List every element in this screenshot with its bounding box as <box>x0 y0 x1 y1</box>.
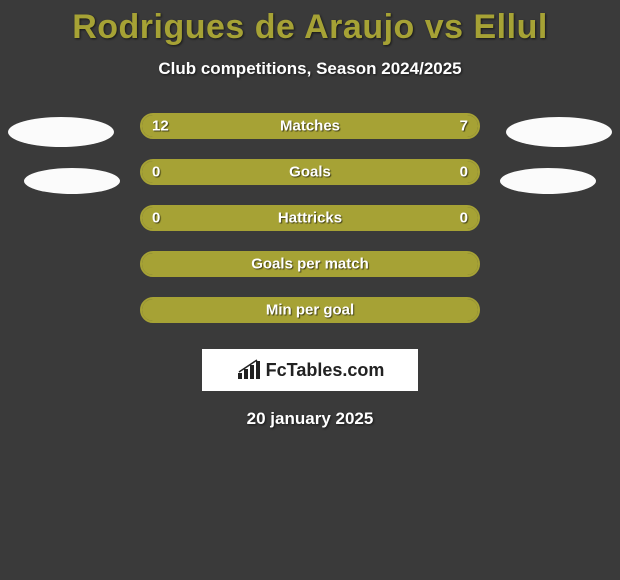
page-title: Rodrigues de Araujo vs Ellul <box>0 0 620 47</box>
comparison-chart: 12 7 Matches 0 0 Goals 0 0 Hattricks Goals per ma… <box>0 117 620 337</box>
stat-bars: 12 7 Matches 0 0 Goals 0 0 Hattricks Goals per ma… <box>140 113 480 343</box>
player-photo-right-2 <box>500 168 596 194</box>
stat-bar: 0 0 Goals <box>140 159 480 185</box>
logo-text: FcTables.com <box>266 360 385 381</box>
stat-value-left: 0 <box>152 210 160 227</box>
stat-value-right: 0 <box>460 164 468 181</box>
stat-label: Min per goal <box>266 302 354 319</box>
stat-value-left: 12 <box>152 118 169 135</box>
snapshot-date: 20 january 2025 <box>0 409 620 429</box>
stat-label: Hattricks <box>278 210 342 227</box>
player-photo-left-2 <box>24 168 120 194</box>
page-subtitle: Club competitions, Season 2024/2025 <box>0 59 620 79</box>
stat-bar: 12 7 Matches <box>140 113 480 139</box>
player-photo-right-1 <box>506 117 612 147</box>
stat-value-right: 7 <box>460 118 468 135</box>
player-photo-left-1 <box>8 117 114 147</box>
stat-value-left: 0 <box>152 164 160 181</box>
stat-value-right: 0 <box>460 210 468 227</box>
stat-bar: Min per goal <box>140 297 480 323</box>
stat-label: Goals per match <box>251 256 369 273</box>
stat-bar: Goals per match <box>140 251 480 277</box>
logo-text-suffix: Tables.com <box>287 360 385 380</box>
chart-icon <box>236 359 262 381</box>
stat-bar: 0 0 Hattricks <box>140 205 480 231</box>
stat-label: Matches <box>280 118 340 135</box>
logo-text-prefix: Fc <box>266 360 287 380</box>
stat-label: Goals <box>289 164 331 181</box>
fctables-logo: FcTables.com <box>202 349 418 391</box>
